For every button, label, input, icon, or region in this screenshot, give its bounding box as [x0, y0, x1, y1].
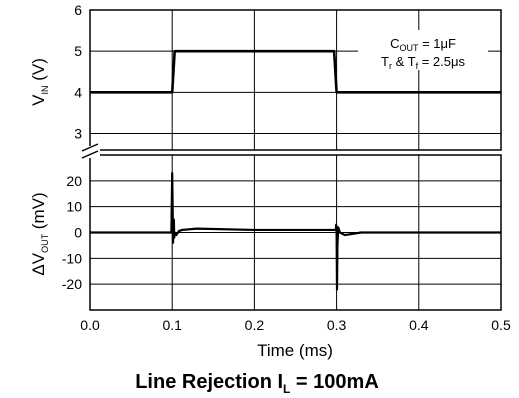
top-y-tick-label: 6: [74, 2, 82, 18]
bottom-y-tick-labels: 20 10 0 -10 -20: [62, 173, 82, 292]
x-tick-label: 0.0: [80, 317, 100, 333]
bottom-y-axis-label: ΔVOUT (mV): [29, 192, 50, 275]
bottom-y-tick-label: 0: [74, 225, 82, 241]
top-y-tick-labels: 3 4 5 6: [74, 2, 82, 142]
vin-trace: [90, 49, 501, 94]
axis-break-mark: [80, 143, 100, 159]
x-tick-label: 0.4: [409, 317, 429, 333]
x-tick-labels: 0.0 0.1 0.2 0.3 0.4 0.5: [80, 317, 511, 333]
x-tick-label: 0.1: [162, 317, 182, 333]
bottom-y-tick-label: -20: [62, 276, 82, 292]
top-y-tick-label: 4: [74, 84, 82, 100]
x-tick-label: 0.3: [327, 317, 347, 333]
vout-deviation-trace: [90, 171, 501, 291]
top-y-axis-label: VIN (V): [29, 58, 50, 106]
x-tick-label: 0.5: [491, 317, 511, 333]
top-panel-frame: [89, 9, 502, 151]
x-tick-label: 0.2: [245, 317, 265, 333]
chart-title: Line Rejection IL = 100mA: [135, 371, 379, 396]
annotation-cout: COUT = 1μF: [390, 36, 456, 53]
bottom-y-tick-label: 10: [66, 199, 82, 215]
series-group: [90, 49, 501, 291]
top-y-tick-label: 3: [74, 126, 82, 142]
top-y-tick-label: 5: [74, 43, 82, 59]
annotation-background: [358, 30, 488, 70]
bottom-y-tick-label: 20: [66, 173, 82, 189]
x-axis-label: Time (ms): [257, 341, 333, 360]
annotation-rise-fall: Tr & Tf = 2.5μs: [381, 54, 465, 71]
bottom-y-tick-label: -10: [62, 250, 82, 266]
